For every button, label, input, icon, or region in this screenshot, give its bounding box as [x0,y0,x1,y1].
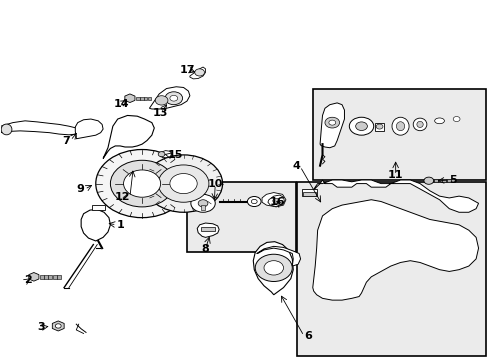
Circle shape [158,165,208,202]
Bar [296,182,485,356]
Circle shape [348,117,373,135]
Bar [144,97,147,100]
Polygon shape [149,87,189,109]
Circle shape [423,177,433,184]
Text: 8: 8 [201,244,209,254]
Polygon shape [124,94,135,103]
Bar [200,205,205,211]
Bar [48,275,52,279]
Circle shape [325,117,339,128]
Ellipse shape [391,117,408,135]
Polygon shape [197,223,219,237]
Bar [53,275,57,279]
Polygon shape [262,193,285,207]
Ellipse shape [1,124,12,135]
Bar [312,89,485,180]
Circle shape [272,198,279,203]
Circle shape [158,152,164,157]
Polygon shape [75,119,103,139]
Bar [44,275,48,279]
Polygon shape [267,195,284,207]
Polygon shape [159,150,171,158]
Text: 6: 6 [304,331,311,341]
Text: 15: 15 [167,150,183,160]
Bar [433,179,437,182]
Bar [186,182,295,252]
Text: 1: 1 [117,220,124,230]
Bar [136,97,140,100]
Circle shape [123,170,160,197]
Text: 13: 13 [153,108,168,118]
Polygon shape [29,273,39,281]
Circle shape [190,194,215,212]
Circle shape [164,92,182,105]
Text: 2: 2 [23,275,31,285]
Polygon shape [103,116,154,158]
Circle shape [169,174,197,194]
Circle shape [198,200,207,207]
Text: 3: 3 [37,322,44,332]
Text: 12: 12 [114,192,130,202]
Bar [446,179,450,182]
Polygon shape [253,242,293,295]
Polygon shape [256,246,300,266]
Polygon shape [81,210,110,241]
Text: 10: 10 [207,179,223,189]
Bar [374,123,383,131]
Ellipse shape [412,118,426,131]
Ellipse shape [416,121,422,127]
Bar [140,97,143,100]
Circle shape [375,124,382,129]
Text: 7: 7 [62,136,70,145]
Polygon shape [312,200,478,300]
Bar [302,189,316,196]
Text: 4: 4 [292,161,300,171]
Circle shape [55,324,61,328]
Circle shape [328,120,335,125]
Polygon shape [0,121,79,135]
Circle shape [251,199,257,204]
Circle shape [264,261,283,275]
Text: 14: 14 [114,99,129,109]
Ellipse shape [434,118,444,124]
Circle shape [155,96,167,105]
Bar [437,179,441,182]
Text: 16: 16 [269,197,285,207]
Text: 5: 5 [448,175,456,185]
Circle shape [355,122,366,131]
Circle shape [110,160,173,207]
Text: 9: 9 [77,184,84,194]
Polygon shape [52,321,64,331]
Ellipse shape [396,122,404,131]
Circle shape [144,155,222,212]
Bar [92,205,104,211]
Polygon shape [312,180,478,212]
Polygon shape [320,103,344,148]
Bar [40,275,43,279]
Circle shape [247,197,261,207]
Polygon shape [189,67,205,79]
Text: 17: 17 [179,64,195,75]
Circle shape [194,69,204,76]
Circle shape [255,254,292,282]
Text: 11: 11 [387,170,403,180]
Circle shape [452,117,459,122]
Circle shape [96,149,188,218]
Bar [148,97,151,100]
Bar [450,179,454,182]
Circle shape [169,95,177,101]
Bar [442,179,446,182]
Bar [303,192,315,196]
Bar [57,275,61,279]
Bar [200,227,215,231]
